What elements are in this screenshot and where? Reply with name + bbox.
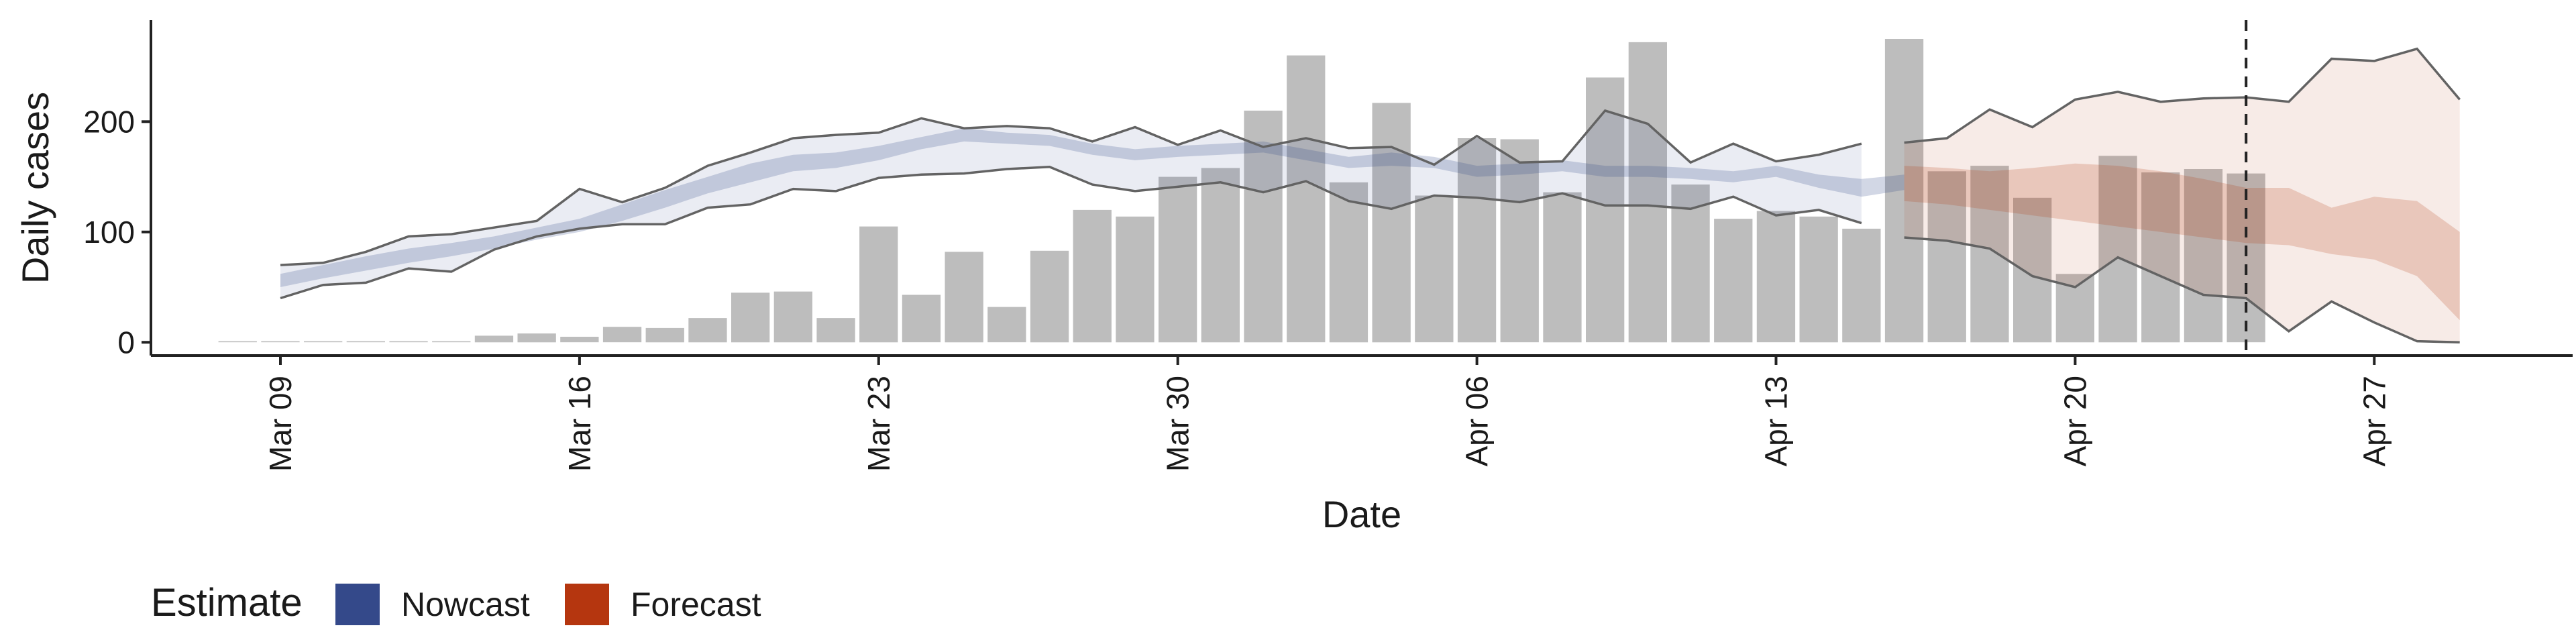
bar xyxy=(1714,219,1753,343)
bar xyxy=(1628,42,1667,343)
legend-key-forecast xyxy=(565,584,609,625)
y-tick-label: 0 xyxy=(117,325,135,360)
legend-key-nowcast xyxy=(335,584,380,625)
bar xyxy=(346,341,385,343)
bar xyxy=(474,335,514,343)
x-tick-label: Apr 06 xyxy=(1460,376,1495,467)
legend-title: Estimate xyxy=(151,581,303,625)
bar xyxy=(1030,250,1069,343)
x-tick-label: Mar 30 xyxy=(1161,376,1195,472)
x-tick-label: Mar 23 xyxy=(861,376,896,472)
bar xyxy=(218,341,257,343)
legend-label-nowcast: Nowcast xyxy=(401,586,530,623)
bar xyxy=(1287,55,1326,343)
forecast-outer-band xyxy=(1904,48,2460,343)
bar xyxy=(1500,139,1539,343)
bar xyxy=(1159,176,1197,343)
nowcast-inner-band xyxy=(280,128,1904,287)
bar xyxy=(902,294,941,343)
bar xyxy=(816,318,855,343)
y-ticks: 0 100 200 xyxy=(83,104,151,360)
x-ticks: Mar 09 Mar 16 Mar 23 Mar 30 Apr 06 Apr 13 Apr … xyxy=(263,356,2392,472)
legend-label-forecast: Forecast xyxy=(631,586,761,623)
x-tick-label: Apr 20 xyxy=(2057,376,2092,467)
y-axis-title: Daily cases xyxy=(14,92,56,284)
nowcast-lower-bound-line xyxy=(280,166,1862,300)
y-tick-label: 200 xyxy=(83,104,135,139)
bar xyxy=(987,307,1026,343)
bar xyxy=(1073,209,1112,343)
y-tick-label: 100 xyxy=(83,215,135,250)
bar xyxy=(2141,172,2180,343)
bar xyxy=(1799,216,1838,343)
bar xyxy=(859,226,898,343)
bar xyxy=(1970,166,2009,343)
bar xyxy=(2098,156,2137,343)
bar xyxy=(1116,216,1155,343)
bar xyxy=(731,292,770,343)
bar xyxy=(2055,274,2094,343)
bar xyxy=(1244,110,1283,343)
x-tick-label: Apr 27 xyxy=(2357,376,2392,467)
bar xyxy=(2013,197,2052,343)
bar xyxy=(945,252,983,343)
bar xyxy=(432,341,471,343)
x-tick-label: Apr 13 xyxy=(1759,376,1794,467)
bar xyxy=(1415,195,1454,343)
bar xyxy=(1543,192,1582,343)
x-tick-label: Mar 09 xyxy=(263,376,298,472)
bars-layer xyxy=(218,39,2265,343)
x-tick-label: Mar 16 xyxy=(562,376,597,472)
bar xyxy=(560,337,599,343)
bar xyxy=(517,333,556,343)
bar xyxy=(1671,184,1710,343)
bands-layer xyxy=(280,48,2460,343)
bar xyxy=(2226,173,2265,343)
bar xyxy=(1842,228,1881,343)
nowcast-outer-band xyxy=(280,110,1862,299)
bar xyxy=(1927,171,1966,343)
bar xyxy=(2184,169,2223,343)
bar xyxy=(688,318,727,343)
x-axis-title: Date xyxy=(1322,493,1401,535)
forecast-inner-band xyxy=(1904,163,2460,321)
bar xyxy=(1586,77,1625,343)
lines-layer xyxy=(280,47,2461,344)
nowcast-upper-bound-line xyxy=(280,109,1862,266)
bar xyxy=(602,327,642,343)
bar xyxy=(261,341,300,343)
legend: Estimate Nowcast Forecast xyxy=(151,581,761,625)
bar xyxy=(1201,168,1240,343)
bar xyxy=(1372,103,1411,343)
bar xyxy=(773,291,812,343)
forecast-lower-bound-line xyxy=(1904,236,2460,344)
forecast-upper-bound-line xyxy=(1904,47,2461,144)
bar xyxy=(304,341,343,343)
bar xyxy=(389,341,428,343)
bar xyxy=(1329,182,1368,343)
bar xyxy=(1457,138,1497,343)
bar xyxy=(1756,211,1796,343)
bar xyxy=(645,327,684,343)
bar xyxy=(1884,39,1924,343)
